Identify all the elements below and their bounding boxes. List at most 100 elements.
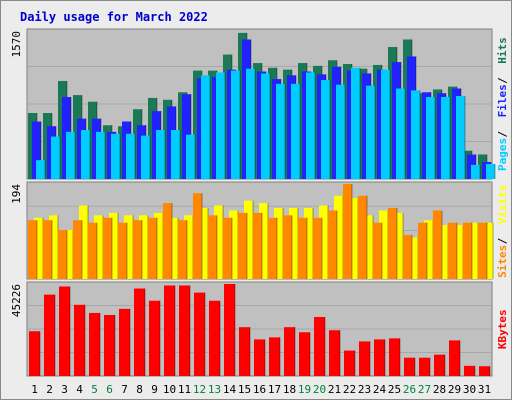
bar-visits-day-22 (349, 198, 358, 279)
bar-sites-day-12 (193, 193, 202, 279)
bar-files-day-1 (32, 121, 41, 179)
bar-sites-day-21 (328, 210, 337, 279)
bar-kbytes-day-16 (254, 339, 265, 376)
bar-kbytes-day-30 (464, 365, 475, 376)
legend-kbytes: KBytes (496, 309, 509, 349)
bar-sites-day-25 (388, 207, 397, 279)
bar-pages-day-8 (141, 135, 150, 179)
bar-visits-day-15 (244, 200, 253, 279)
bar-sites-day-26 (403, 234, 412, 279)
bar-pages-day-16 (261, 73, 270, 179)
bar-visits-day-26 (409, 237, 418, 279)
x-tick-label-18: 18 (283, 383, 296, 396)
bar-visits-day-19 (304, 207, 313, 279)
bar-kbytes-day-21 (329, 330, 340, 376)
bar-pages-day-29 (456, 96, 465, 179)
bar-kbytes-day-7 (119, 308, 130, 376)
bar-sites-day-28 (433, 210, 442, 279)
bar-sites-day-10 (163, 203, 172, 279)
bar-visits-day-31 (484, 222, 493, 279)
bar-visits-day-24 (379, 210, 388, 279)
legend-files: Files (496, 84, 509, 117)
bar-kbytes-day-20 (314, 317, 325, 376)
bar-kbytes-day-25 (389, 338, 400, 376)
bar-pages-day-5 (96, 131, 105, 179)
bar-visits-day-27 (424, 220, 433, 279)
bar-kbytes-day-22 (344, 350, 355, 376)
bar-visits-day-17 (274, 207, 283, 279)
bar-sites-day-4 (73, 220, 82, 279)
bar-pages-day-1 (36, 160, 45, 179)
bar-pages-day-9 (156, 129, 165, 179)
bar-kbytes-day-19 (299, 332, 310, 376)
legend-hits: Hits (496, 37, 509, 64)
chart-title: Daily usage for March 2022 (20, 10, 208, 24)
x-tick-label-30: 30 (463, 383, 476, 396)
bar-visits-day-9 (154, 212, 163, 279)
bar-kbytes-day-23 (359, 341, 370, 376)
bar-sites-day-2 (43, 220, 52, 279)
bar-kbytes-day-3 (59, 286, 70, 376)
bar-kbytes-day-5 (89, 312, 100, 376)
x-tick-label-1: 1 (31, 383, 38, 396)
bar-pages-day-24 (381, 69, 390, 179)
bar-visits-day-6 (109, 212, 118, 279)
bar-pages-day-25 (396, 88, 405, 179)
bar-sites-day-24 (373, 222, 382, 279)
bar-kbytes-day-26 (404, 357, 415, 376)
bar-pages-day-31 (486, 163, 495, 179)
bar-visits-day-7 (124, 215, 133, 279)
bar-sites-day-18 (283, 215, 292, 279)
bar-visits-day-29 (454, 225, 463, 279)
bar-kbytes-day-15 (239, 327, 250, 376)
bar-visits-day-10 (169, 217, 178, 279)
bar-sites-day-7 (118, 222, 127, 279)
bar-pages-day-12 (201, 75, 210, 179)
bar-sites-day-17 (268, 217, 277, 279)
bar-kbytes-day-8 (134, 288, 145, 376)
bar-visits-day-21 (334, 195, 343, 279)
x-tick-label-6: 6 (106, 383, 113, 396)
bar-visits-day-25 (394, 212, 403, 279)
x-tick-label-9: 9 (151, 383, 158, 396)
bar-sites-day-13 (208, 215, 217, 279)
bar-pages-day-14 (231, 70, 240, 179)
bar-pages-day-23 (366, 85, 375, 179)
x-tick-label-15: 15 (238, 383, 251, 396)
bar-visits-day-3 (64, 230, 73, 279)
legend-visits: Visits (496, 185, 509, 225)
bar-kbytes-day-11 (179, 285, 190, 376)
bar-pages-day-11 (186, 134, 195, 179)
x-tick-label-10: 10 (163, 383, 176, 396)
bar-sites-day-23 (358, 195, 367, 279)
bar-visits-day-16 (259, 203, 268, 279)
x-tick-label-11: 11 (178, 383, 191, 396)
bar-pages-day-26 (411, 90, 420, 179)
x-tick-label-5: 5 (91, 383, 98, 396)
bar-sites-day-19 (298, 217, 307, 279)
bar-kbytes-day-4 (74, 304, 85, 376)
x-tick-label-17: 17 (268, 383, 281, 396)
bar-sites-day-9 (148, 217, 157, 279)
bar-sites-day-5 (88, 222, 97, 279)
bar-visits-day-8 (139, 215, 148, 279)
bar-kbytes-day-29 (449, 340, 460, 376)
bar-visits-day-14 (229, 210, 238, 279)
bar-kbytes-day-14 (224, 284, 235, 376)
x-tick-label-14: 14 (223, 383, 237, 396)
bar-visits-day-20 (319, 205, 328, 279)
bar-sites-day-14 (223, 217, 232, 279)
bar-kbytes-day-27 (419, 357, 430, 376)
x-tick-label-4: 4 (76, 383, 83, 396)
bar-pages-day-4 (81, 129, 90, 179)
bar-kbytes-day-6 (104, 314, 115, 376)
bar-pages-day-21 (336, 84, 345, 179)
bar-sites-day-20 (313, 217, 322, 279)
bar-kbytes-day-18 (284, 327, 295, 376)
bar-kbytes-day-17 (269, 337, 280, 376)
bar-sites-day-27 (418, 222, 427, 279)
x-tick-label-3: 3 (61, 383, 68, 396)
bar-pages-day-19 (306, 72, 315, 179)
bar-pages-day-27 (426, 96, 435, 179)
